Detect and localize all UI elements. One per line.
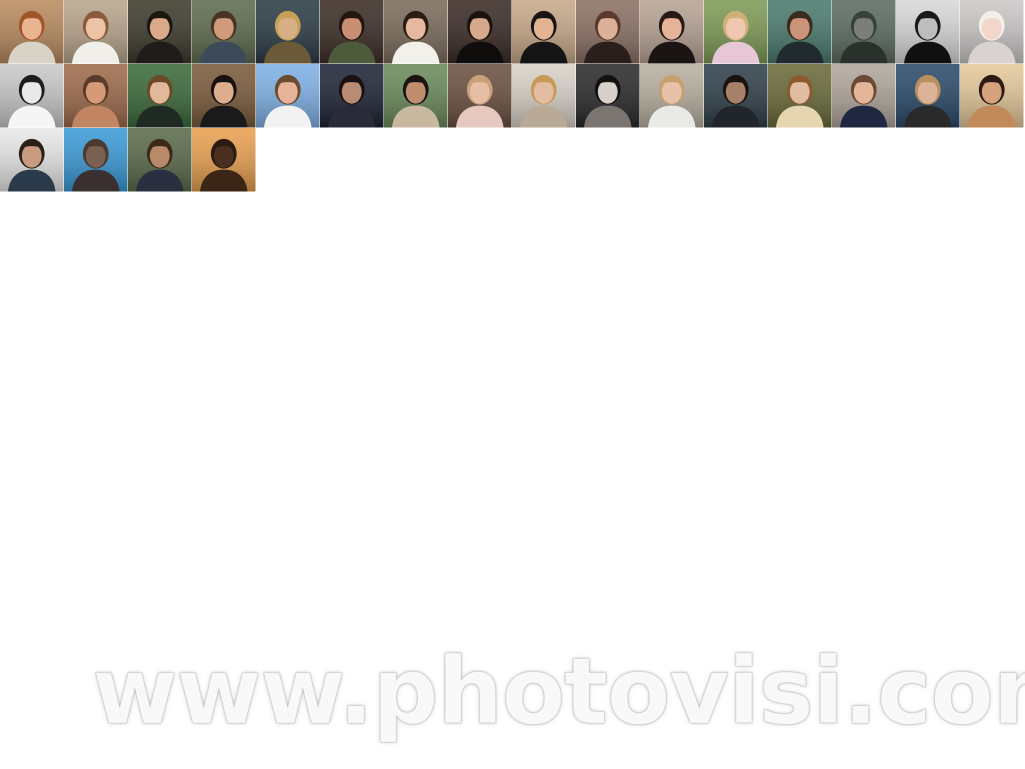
photo-tile[interactable] [384, 0, 448, 64]
portrait-thumbnail-icon [128, 128, 192, 192]
photo-tile[interactable] [512, 64, 576, 128]
portrait-thumbnail-icon [576, 0, 640, 64]
portrait-thumbnail-icon [576, 64, 640, 128]
portrait-thumbnail-icon [256, 64, 320, 128]
portrait-thumbnail-icon [128, 64, 192, 128]
photo-tile[interactable] [384, 64, 448, 128]
portrait-thumbnail-icon [768, 64, 832, 128]
portrait-thumbnail-icon [384, 0, 448, 64]
photo-tile[interactable] [640, 64, 704, 128]
photo-tile[interactable] [128, 0, 192, 64]
portrait-thumbnail-icon [0, 64, 64, 128]
photo-tile[interactable] [960, 64, 1024, 128]
photo-tile[interactable] [448, 0, 512, 64]
portrait-thumbnail-icon [704, 64, 768, 128]
portrait-thumbnail-icon [0, 0, 64, 64]
portrait-thumbnail-icon [704, 0, 768, 64]
portrait-thumbnail-icon [192, 0, 256, 64]
photo-tile[interactable] [192, 128, 256, 192]
photo-tile[interactable] [640, 0, 704, 64]
photo-tile[interactable] [896, 64, 960, 128]
portrait-thumbnail-icon [64, 0, 128, 64]
portrait-thumbnail-icon [192, 64, 256, 128]
photo-tile[interactable] [832, 0, 896, 64]
portrait-thumbnail-icon [64, 128, 128, 192]
photo-tile[interactable] [576, 0, 640, 64]
photo-tile[interactable] [960, 0, 1024, 64]
portrait-thumbnail-icon [384, 64, 448, 128]
photo-tile[interactable] [320, 64, 384, 128]
portrait-thumbnail-icon [832, 64, 896, 128]
photo-tile[interactable] [832, 64, 896, 128]
photo-tile[interactable] [64, 0, 128, 64]
portrait-thumbnail-icon [320, 64, 384, 128]
portrait-thumbnail-icon [960, 64, 1024, 128]
photo-tile[interactable] [896, 0, 960, 64]
photo-tile[interactable] [0, 64, 64, 128]
portrait-thumbnail-icon [832, 0, 896, 64]
portrait-thumbnail-icon [640, 64, 704, 128]
portrait-thumbnail-icon [512, 0, 576, 64]
watermark-text: www.photovisi.com [92, 638, 1025, 746]
photo-tile[interactable] [768, 64, 832, 128]
portrait-thumbnail-icon [896, 64, 960, 128]
photo-tile[interactable] [512, 0, 576, 64]
portrait-thumbnail-icon [448, 64, 512, 128]
portrait-thumbnail-icon [448, 0, 512, 64]
photo-tile[interactable] [256, 64, 320, 128]
portrait-thumbnail-icon [768, 0, 832, 64]
photo-tile[interactable] [0, 128, 64, 192]
photo-tile[interactable] [704, 64, 768, 128]
portrait-thumbnail-icon [512, 64, 576, 128]
photo-collage-grid [0, 0, 1025, 192]
portrait-thumbnail-icon [0, 128, 64, 192]
photo-tile[interactable] [320, 0, 384, 64]
portrait-thumbnail-icon [128, 0, 192, 64]
portrait-thumbnail-icon [64, 64, 128, 128]
portrait-thumbnail-icon [960, 0, 1024, 64]
portrait-thumbnail-icon [192, 128, 256, 192]
portrait-thumbnail-icon [640, 0, 704, 64]
photo-tile[interactable] [128, 128, 192, 192]
photo-tile[interactable] [128, 64, 192, 128]
photo-tile[interactable] [0, 0, 64, 64]
photo-tile[interactable] [448, 64, 512, 128]
photo-tile[interactable] [704, 0, 768, 64]
photo-tile[interactable] [64, 128, 128, 192]
photo-tile[interactable] [768, 0, 832, 64]
portrait-thumbnail-icon [320, 0, 384, 64]
photo-tile[interactable] [576, 64, 640, 128]
photo-tile[interactable] [192, 0, 256, 64]
photo-tile[interactable] [192, 64, 256, 128]
portrait-thumbnail-icon [896, 0, 960, 64]
photo-tile[interactable] [256, 0, 320, 64]
portrait-thumbnail-icon [256, 0, 320, 64]
photo-tile[interactable] [64, 64, 128, 128]
